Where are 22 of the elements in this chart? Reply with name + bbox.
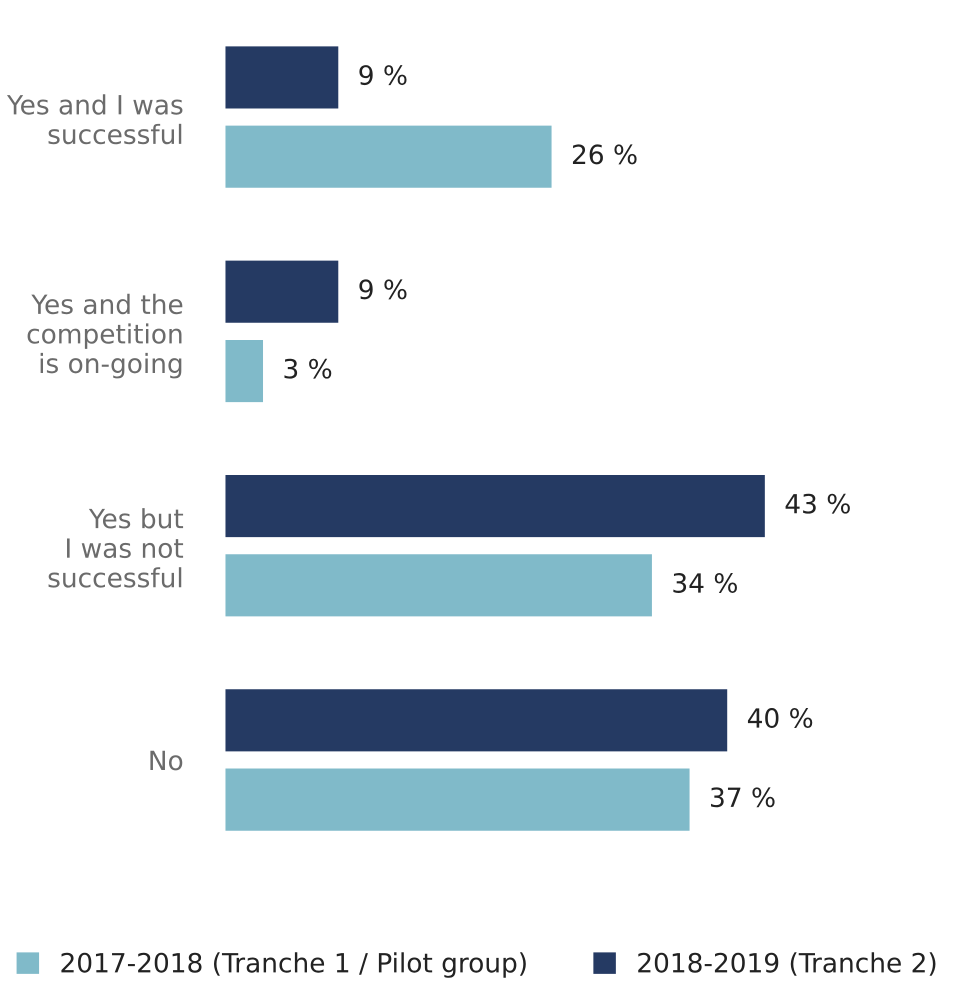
bar: [225, 340, 264, 402]
y-tick-label: Yes but I was not successful: [48, 508, 184, 588]
bar: [225, 768, 690, 831]
legend-label: 2017-2018 (Tranche 1 / Pilot group): [61, 952, 526, 978]
bar: [225, 474, 765, 538]
data-label: 43 %: [786, 494, 850, 514]
y-tick-label: Yes and the competition is on-going: [28, 294, 182, 378]
data-label: 26 %: [572, 144, 637, 164]
data-label: 34 %: [673, 573, 737, 593]
data-label: 3 %: [284, 358, 332, 379]
legend-label: 2018-2019 (Tranche 2): [638, 952, 936, 976]
y-tick-label: No: [150, 750, 182, 770]
bar: [225, 46, 338, 108]
bar: [225, 126, 552, 188]
data-label: 40 %: [748, 708, 812, 728]
y-tick-label: Yes and I was successful: [6, 94, 182, 144]
bar: [225, 554, 652, 616]
data-label: 37 %: [711, 787, 775, 808]
bar: [225, 260, 338, 323]
data-label: 9 %: [359, 279, 407, 300]
data-label: 9 %: [359, 65, 407, 86]
bar: [225, 689, 728, 752]
